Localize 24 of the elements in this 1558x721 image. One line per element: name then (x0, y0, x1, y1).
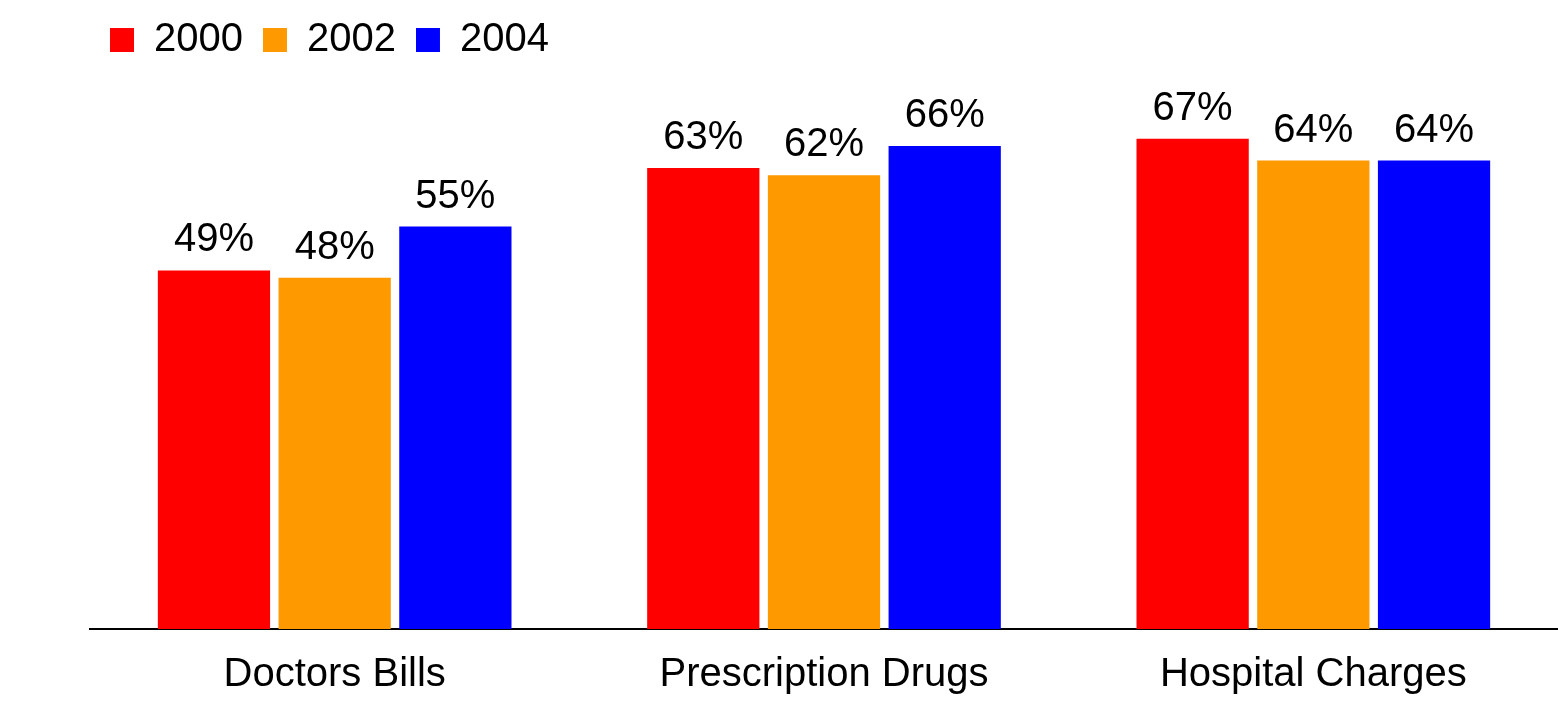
legend-label: 2002 (306, 15, 396, 60)
data-label: 49% (173, 215, 254, 260)
data-label: 55% (415, 171, 496, 216)
bar (647, 167, 760, 629)
data-label: 48% (294, 222, 375, 267)
legend-label: 2000 (154, 15, 243, 60)
data-label: 64% (1273, 105, 1354, 150)
data-label: 66% (904, 91, 985, 135)
x-tick-label: Prescription Drugs (659, 650, 989, 695)
bar (888, 145, 1001, 629)
bar (767, 175, 881, 629)
x-tick-label: Doctors Bills (223, 650, 446, 695)
data-label: 64% (1394, 105, 1475, 150)
data-label: 62% (783, 120, 865, 165)
legend-label: 2004 (459, 15, 549, 60)
bar (278, 277, 391, 629)
bar (1377, 160, 1491, 629)
data-label: 67% (1152, 83, 1233, 128)
bar (1136, 138, 1249, 629)
bar (157, 270, 271, 629)
bar (1257, 160, 1370, 629)
x-tick-label: Hospital Charges (1159, 650, 1467, 695)
bar (399, 226, 512, 629)
data-label: 63% (663, 112, 744, 157)
